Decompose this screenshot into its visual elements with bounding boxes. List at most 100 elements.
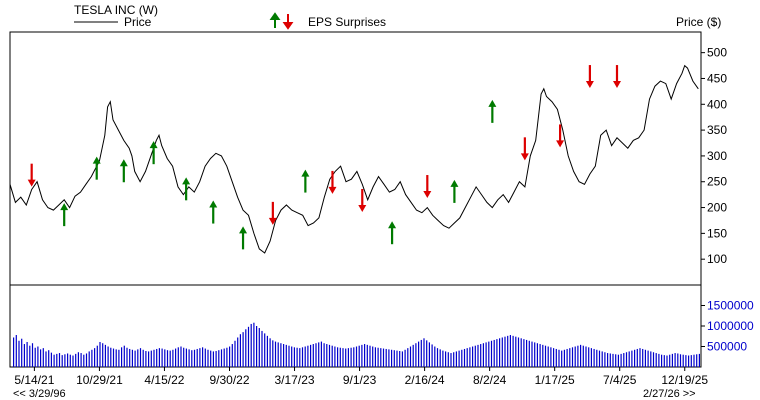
volume-bar	[474, 345, 476, 367]
volume-bars	[13, 322, 700, 367]
volume-bar	[501, 337, 503, 367]
eps-surprise-up	[182, 177, 191, 201]
volume-bar	[337, 347, 339, 367]
volume-bar	[380, 348, 382, 367]
volume-bar	[396, 350, 398, 367]
volume-bar	[463, 348, 466, 367]
volume-bar	[347, 348, 349, 367]
volume-bar	[334, 346, 336, 367]
volume-bar	[115, 349, 117, 367]
volume-bar	[450, 353, 452, 367]
volume-bar	[366, 344, 368, 367]
volume-bar	[296, 347, 298, 367]
volume-bar	[134, 350, 136, 367]
volume-bar	[164, 349, 166, 367]
price-tick-label: 150	[707, 226, 727, 240]
date-tick-label: 10/29/21	[76, 373, 123, 387]
volume-bar	[663, 355, 665, 367]
volume-bar	[145, 351, 147, 367]
volume-bar	[258, 328, 260, 367]
volume-bar	[123, 345, 125, 367]
volume-bar	[202, 347, 204, 367]
volume-bar	[361, 344, 363, 367]
volume-bar	[358, 345, 360, 367]
volume-bar	[628, 351, 630, 367]
volume-bar	[698, 353, 700, 367]
volume-bar	[666, 355, 668, 367]
eps-surprise-down	[328, 170, 337, 194]
up-arrow-icon	[269, 12, 281, 28]
volume-bar	[593, 348, 595, 367]
price-tick-label: 400	[707, 97, 727, 111]
volume-bar	[48, 350, 50, 367]
volume-bar	[148, 351, 150, 367]
volume-bar	[142, 349, 144, 367]
volume-bar	[466, 348, 468, 367]
volume-bar	[585, 346, 587, 367]
volume-bar	[153, 349, 155, 367]
volume-bar	[301, 347, 304, 367]
volume-bar	[431, 344, 433, 367]
volume-bar	[129, 348, 131, 367]
volume-bar	[382, 348, 385, 367]
volume-bar	[574, 346, 576, 367]
volume-bar	[166, 350, 169, 367]
volume-bar	[523, 339, 525, 367]
volume-bar	[237, 337, 239, 367]
volume-bar	[679, 354, 682, 367]
eps-surprise-down	[268, 201, 277, 225]
volume-bar	[42, 348, 44, 367]
price-legend-label: Price	[124, 15, 152, 29]
volume-bar	[507, 335, 509, 367]
volume-tick-label: 500000	[707, 340, 747, 354]
volume-bar	[274, 341, 277, 367]
volume-bar	[485, 342, 487, 367]
volume-bar	[137, 349, 139, 367]
volume-bar	[499, 338, 501, 367]
price-tick-label: 200	[707, 201, 727, 215]
volume-bar	[283, 344, 285, 367]
volume-bar	[553, 348, 555, 367]
history-end-link[interactable]: 2/27/26 >>	[643, 388, 696, 400]
eps-surprise-up	[239, 226, 248, 250]
volume-bar	[693, 354, 695, 367]
volume-bar	[104, 344, 106, 367]
volume-bar	[539, 344, 541, 367]
volume-bar	[372, 346, 374, 367]
date-tick-label: 2/16/24	[405, 373, 445, 387]
volume-bar	[139, 348, 142, 367]
volume-bar	[350, 347, 352, 367]
volume-bar	[577, 345, 579, 367]
volume-bar	[685, 355, 687, 367]
volume-bar	[520, 338, 522, 367]
history-start-link[interactable]: << 3/29/96	[13, 388, 66, 400]
volume-bar	[191, 350, 193, 367]
volume-bar	[185, 348, 187, 367]
volume-tick-label: 1000000	[707, 319, 754, 333]
volume-bar	[442, 350, 444, 367]
volume-bar	[528, 340, 530, 367]
volume-bar	[423, 338, 425, 367]
volume-bar	[609, 353, 611, 367]
volume-bar	[642, 348, 644, 367]
volume-bar	[26, 341, 28, 367]
volume-bar	[112, 348, 115, 367]
eps-surprise-down	[556, 124, 565, 148]
volume-bar	[326, 344, 328, 367]
price-line	[9, 64, 699, 254]
volume-bar	[534, 342, 536, 367]
volume-bar	[639, 348, 641, 367]
price-tick-label: 500	[707, 46, 727, 60]
volume-bar	[688, 355, 690, 367]
volume-bar	[563, 349, 565, 367]
volume-bar	[13, 337, 15, 367]
volume-bar	[580, 344, 582, 367]
eps-surprise-up	[388, 221, 397, 245]
volume-bar	[391, 349, 393, 367]
volume-bar	[409, 346, 412, 367]
volume-bar	[77, 352, 79, 367]
volume-bar	[150, 350, 152, 367]
volume-bar	[453, 352, 455, 367]
volume-bar	[207, 349, 209, 367]
volume-bar	[220, 349, 223, 367]
